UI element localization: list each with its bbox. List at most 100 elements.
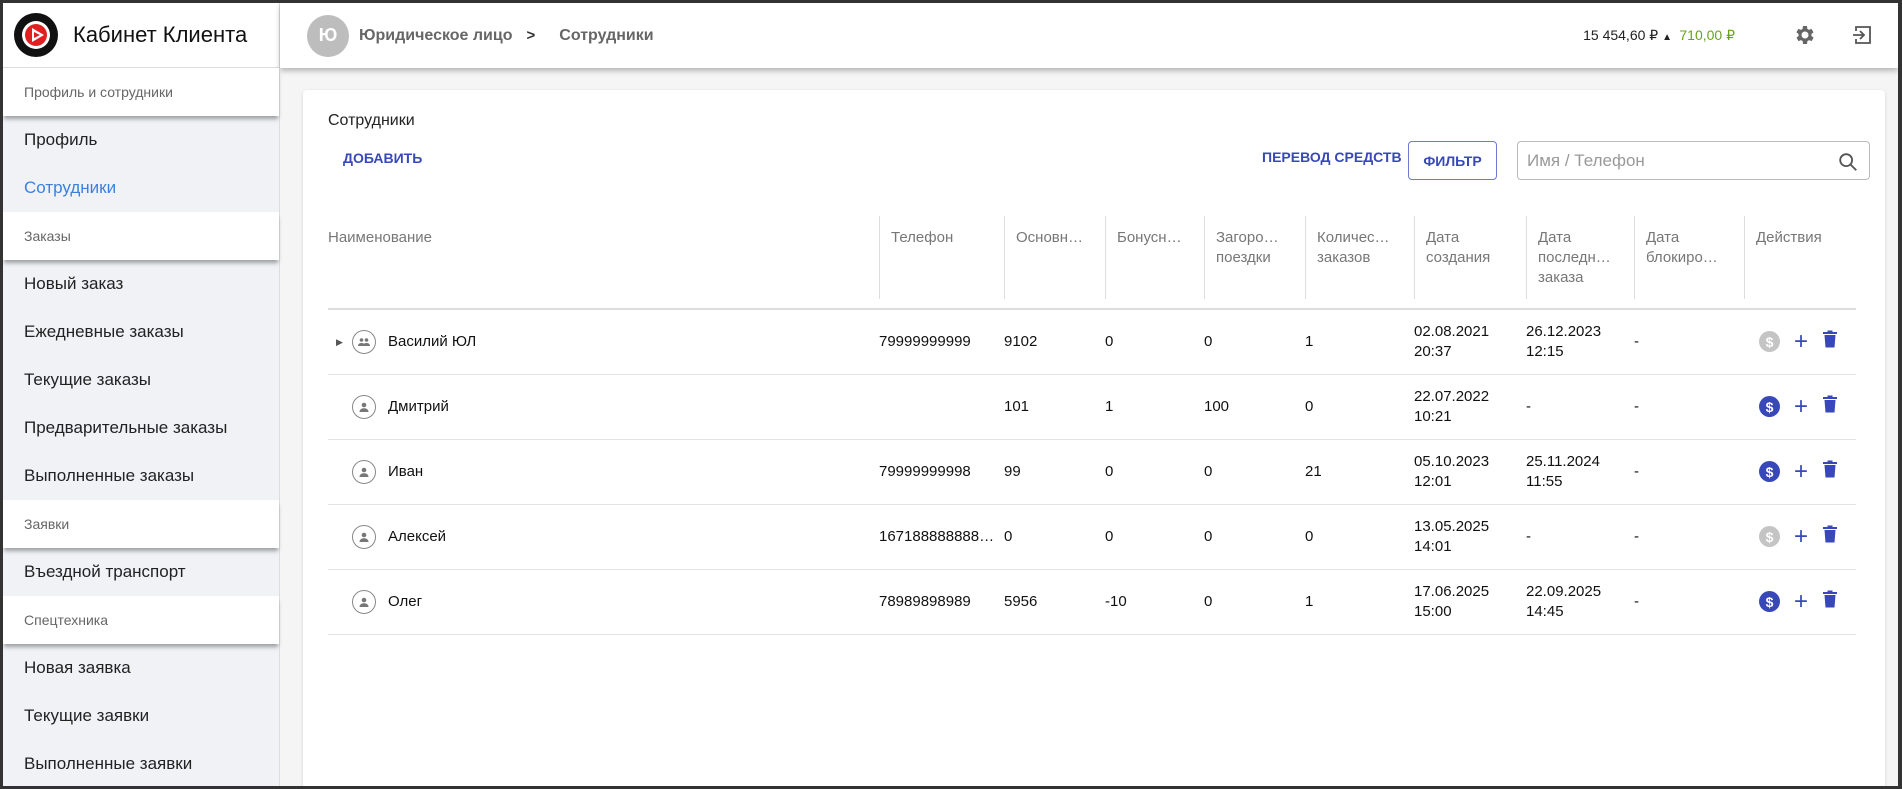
sidebar-item[interactable]: Новый заказ: [24, 274, 124, 293]
row-actions: $ +: [1744, 392, 1856, 420]
sidebar-item[interactable]: Предварительные заказы: [24, 418, 228, 437]
sidebar-section-header: Профиль и сотрудники: [3, 68, 279, 116]
table-row[interactable]: Дмитрий 101 1 100 0 22.07.2022 10:21- - $ +: [328, 374, 1856, 440]
plus-icon[interactable]: +: [1794, 392, 1809, 420]
column-header[interactable]: Действия: [1744, 216, 1856, 310]
trash-icon[interactable]: [1822, 330, 1838, 354]
last-time: 12:15: [1526, 342, 1564, 360]
name-cell: Олег: [328, 589, 879, 614]
person-icon: [352, 589, 376, 614]
logo[interactable]: Кабинет Клиента: [3, 3, 279, 68]
cell-blocked: -: [1634, 439, 1744, 505]
column-header[interactable]: Дата блокиро…: [1634, 216, 1744, 310]
balance[interactable]: 15 454,60 ₽ ▲: [1583, 27, 1672, 44]
avatar[interactable]: Ю: [307, 14, 349, 57]
cell-last: 26.12.2023 12:15: [1526, 309, 1634, 375]
employee-name[interactable]: Алексей: [388, 527, 447, 545]
cell-main: 99: [1004, 439, 1105, 505]
sidebar: Кабинет Клиента Профиль и сотрудники Проф…: [3, 3, 280, 786]
plus-icon[interactable]: +: [1794, 327, 1809, 355]
transfer-money-icon[interactable]: $: [1759, 396, 1780, 417]
table-row[interactable]: ▶ Василий ЮЛ 79999999999 9102 0 0 1 02.08.2021 2…: [328, 309, 1856, 375]
last-time: 14:45: [1526, 602, 1564, 620]
employees-table: Наименование Телефон Основн… Бонусн… Загоро……: [328, 216, 1856, 635]
employee-name[interactable]: Василий ЮЛ: [388, 332, 477, 350]
created-date: 17.06.2025: [1414, 582, 1490, 600]
cell-phone: [879, 374, 1004, 440]
sidebar-item[interactable]: Профиль: [24, 130, 98, 149]
row-actions: $ +: [1744, 457, 1856, 485]
search-icon[interactable]: [1837, 151, 1859, 173]
employee-name[interactable]: Дмитрий: [388, 397, 449, 415]
name-cell: ▶ Василий ЮЛ: [328, 329, 879, 354]
cell-name: Олег: [328, 569, 879, 635]
search-field[interactable]: [1517, 141, 1870, 180]
filter-button[interactable]: ФИЛЬТР: [1408, 141, 1497, 180]
sidebar-item[interactable]: Текущие заказы: [24, 370, 152, 389]
name-cell: Дмитрий: [328, 394, 879, 419]
cell-actions: $ +: [1744, 504, 1856, 570]
cell-blocked: -: [1634, 309, 1744, 375]
cell-blocked: -: [1634, 374, 1744, 440]
trash-icon[interactable]: [1822, 395, 1838, 419]
sidebar-item[interactable]: Текущие заявки: [24, 706, 150, 725]
created-time: 10:21: [1414, 407, 1452, 425]
cell-orders: 1: [1305, 309, 1414, 375]
sidebar-section-header: Спецтехника: [3, 596, 279, 644]
column-header[interactable]: Телефон: [879, 216, 1004, 310]
trash-icon[interactable]: [1822, 590, 1838, 614]
employee-name[interactable]: Олег: [388, 592, 423, 610]
transfer-money-icon[interactable]: $: [1759, 331, 1780, 353]
gear-icon[interactable]: [1792, 23, 1816, 47]
sidebar-item[interactable]: Выполненные заявки: [24, 754, 193, 773]
logout-icon[interactable]: [1850, 23, 1874, 47]
sidebar-item[interactable]: Сотрудники: [24, 178, 117, 197]
cell-created: 13.05.2025 14:01: [1414, 504, 1526, 570]
cell-phone: 79999999999: [879, 309, 1004, 375]
person-icon: [352, 524, 376, 549]
add-button[interactable]: ДОБАВИТЬ: [343, 150, 423, 166]
person-icon: [352, 394, 376, 419]
sidebar-item[interactable]: Ежедневные заказы: [24, 322, 184, 341]
sidebar-item[interactable]: Въездной транспорт: [24, 562, 186, 581]
plus-icon[interactable]: +: [1794, 457, 1809, 485]
column-header[interactable]: Наименование: [328, 216, 879, 310]
column-header[interactable]: Дата последн… заказа: [1526, 216, 1634, 310]
trash-icon[interactable]: [1822, 460, 1838, 484]
cell-actions: $ +: [1744, 439, 1856, 505]
table-row[interactable]: Олег 78989898989 5956 -10 0 1 17.06.2025 15:00 2…: [328, 569, 1856, 635]
cell-blocked: -: [1634, 504, 1744, 570]
last-date: -: [1526, 397, 1531, 415]
transfer-money-icon[interactable]: $: [1759, 461, 1780, 482]
transfer-money-icon[interactable]: $: [1759, 526, 1780, 547]
transfer-funds-button[interactable]: ПЕРЕВОД СРЕДСТВ: [1262, 149, 1402, 165]
created-time: 12:01: [1414, 472, 1452, 490]
table-row[interactable]: Иван 79999999998 99 0 0 21 05.10.2023 12:01 25.1…: [328, 439, 1856, 505]
column-header[interactable]: Бонусн…: [1105, 216, 1204, 310]
trash-icon[interactable]: [1822, 525, 1838, 549]
column-header[interactable]: Дата создания: [1414, 216, 1526, 310]
plus-icon[interactable]: +: [1794, 587, 1809, 615]
last-date: 22.09.2025: [1526, 582, 1602, 600]
plus-icon[interactable]: +: [1794, 522, 1809, 550]
employee-name[interactable]: Иван: [388, 462, 424, 480]
last-date: 25.11.2024: [1526, 452, 1600, 470]
search-input[interactable]: [1518, 150, 1818, 171]
created-date: 22.07.2022: [1414, 387, 1490, 405]
column-header[interactable]: Количес… заказов: [1305, 216, 1414, 310]
table-row[interactable]: Алексей 167188888888… 0 0 0 0 13.05.2025 14:01-…: [328, 504, 1856, 570]
cell-orders: 1: [1305, 569, 1414, 635]
sidebar-item[interactable]: Новая заявка: [24, 658, 131, 677]
transfer-money-icon[interactable]: $: [1759, 591, 1780, 612]
expand-arrow-icon[interactable]: ▶: [336, 336, 343, 347]
breadcrumb-company[interactable]: Юридическое лицо: [359, 26, 513, 44]
cell-bonus: 1: [1105, 374, 1204, 440]
cell-last: 25.11.2024 11:55: [1526, 439, 1634, 505]
cell-blocked: -: [1634, 569, 1744, 635]
sidebar-item[interactable]: Выполненные заказы: [24, 466, 195, 485]
last-date: -: [1526, 527, 1531, 545]
cell-trips: 0: [1204, 309, 1305, 375]
column-header[interactable]: Загоро… поездки: [1204, 216, 1305, 310]
column-header[interactable]: Основн…: [1004, 216, 1105, 310]
cell-name: Алексей: [328, 504, 879, 570]
